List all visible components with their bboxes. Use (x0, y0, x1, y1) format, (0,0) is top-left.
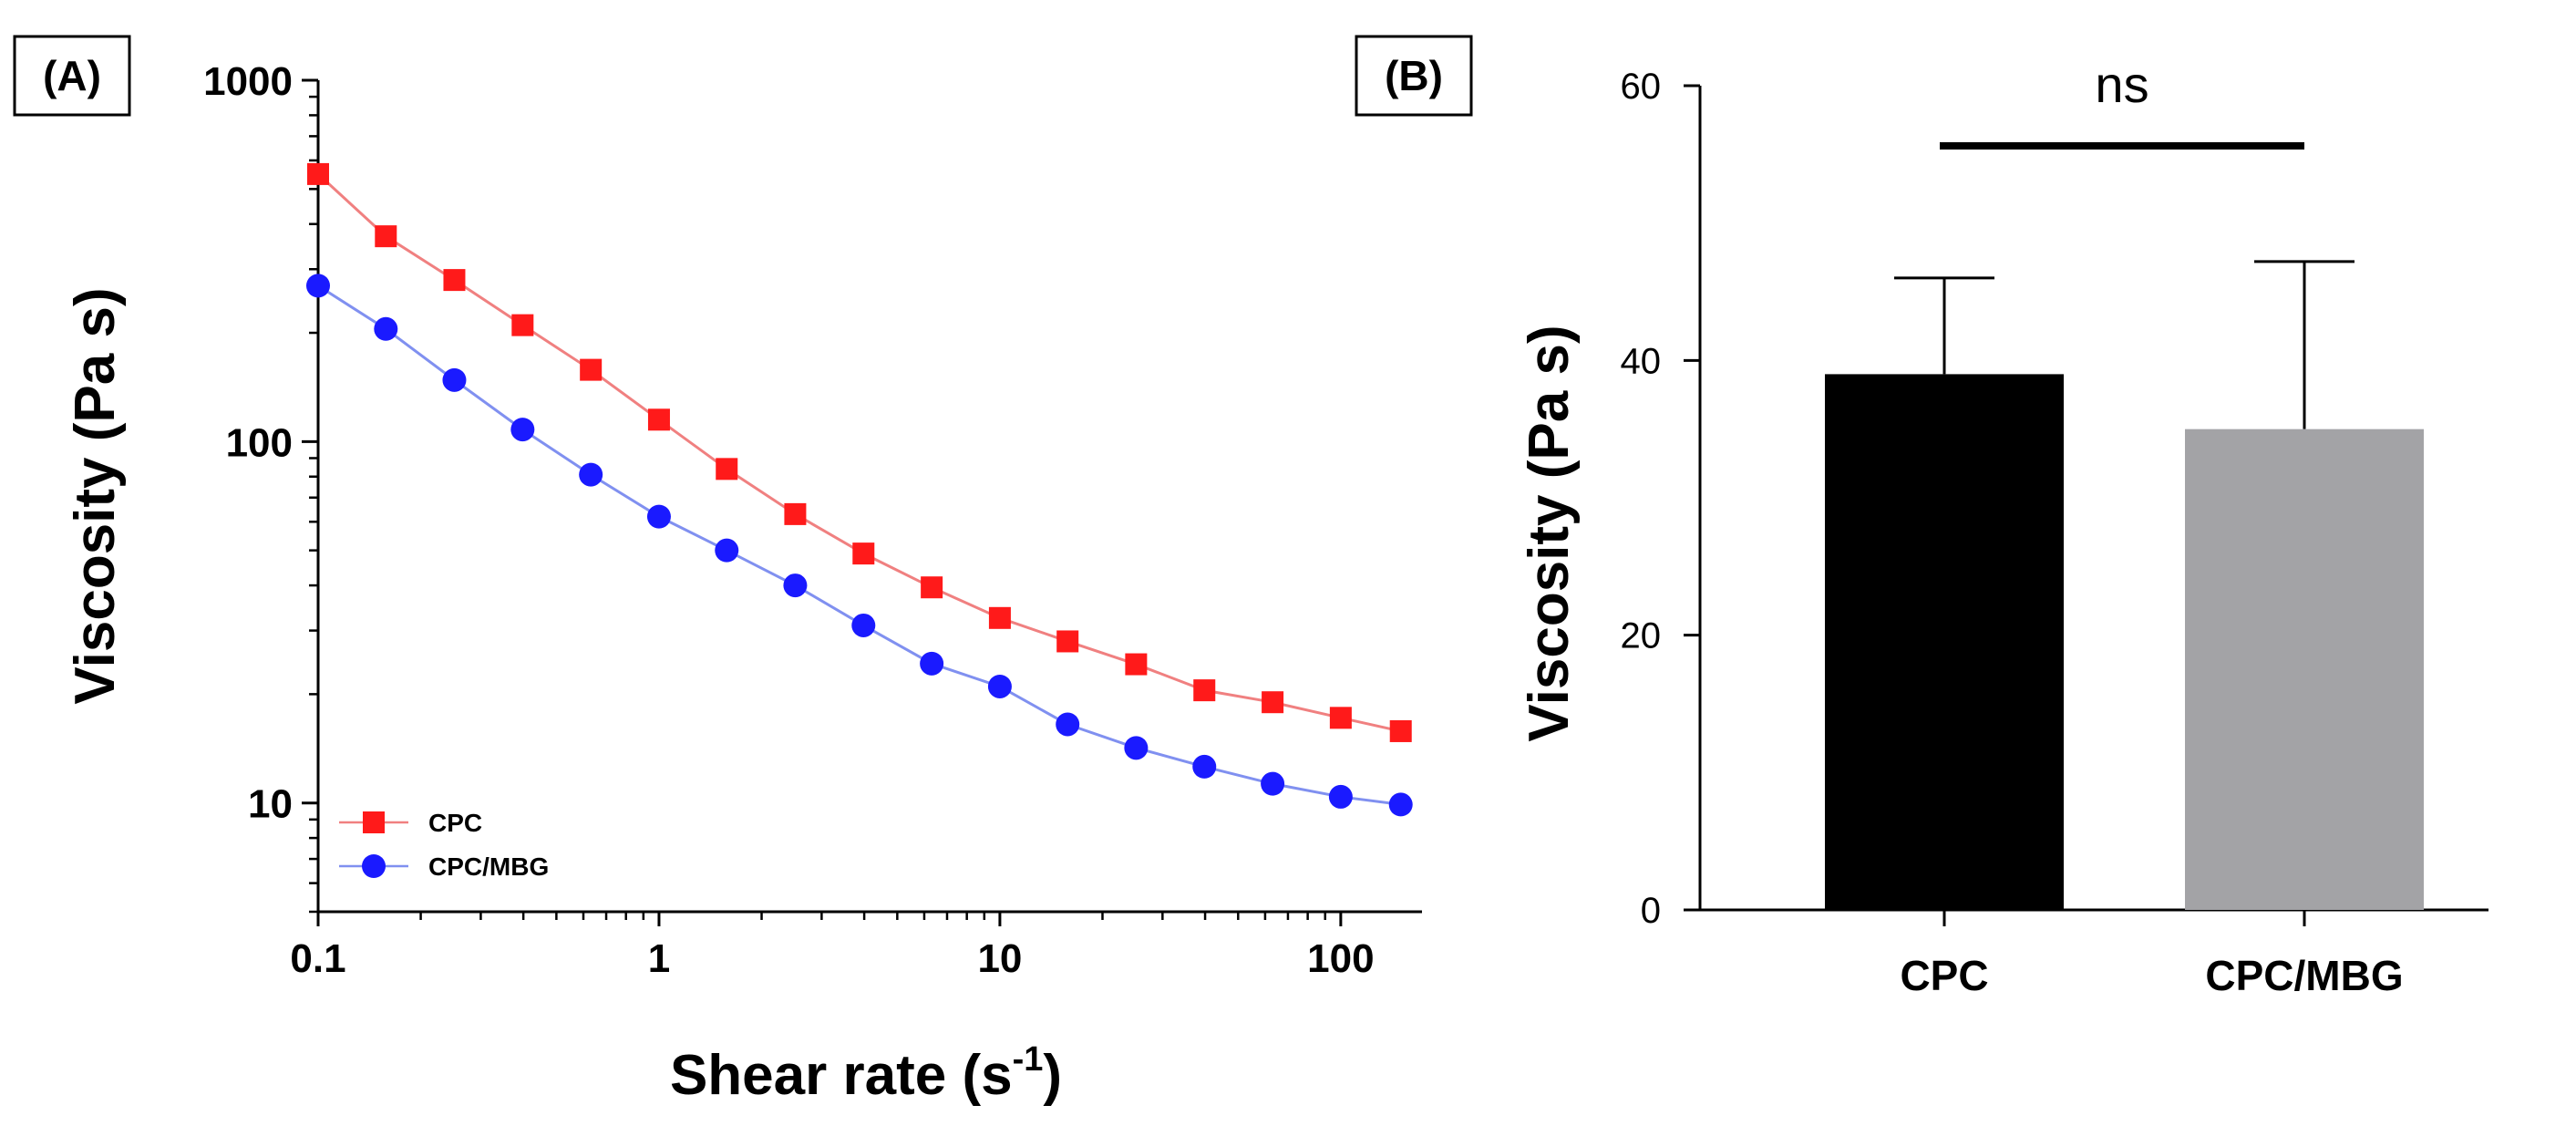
panel-a-y-tick-label: 100 (226, 420, 293, 465)
series-cpc-mbg-point (510, 418, 535, 442)
series-cpc-point (784, 502, 807, 525)
series-cpc-point (443, 269, 466, 292)
panel-b-y-ticks: 0 20 40 60 (1621, 67, 1700, 931)
series-cpc-point (1193, 679, 1216, 702)
panel-a-series (306, 162, 1413, 817)
series-cpc-point (647, 408, 670, 431)
series-cpc-point (1389, 719, 1412, 742)
series-cpc-point (1125, 653, 1148, 676)
series-cpc-mbg-point (1261, 771, 1285, 796)
series-cpc-mbg-point (442, 367, 467, 392)
series-cpc-mbg-point (374, 316, 398, 341)
panel-b-label: (B) (1385, 52, 1443, 99)
series-cpc-mbg-point (579, 462, 603, 487)
panel-b-category-label: CPC (1900, 952, 1988, 999)
legend-cpc-mbg-marker (362, 854, 386, 878)
series-cpc-mbg-point (1124, 736, 1149, 760)
legend-cpc-marker (363, 811, 385, 833)
series-cpc-point (1056, 630, 1079, 653)
panel-a-x-tick-label: 1 (648, 936, 670, 981)
significance-label: ns (2095, 56, 2148, 113)
panel-a-y-axis-title: Viscosity (Pa s) (64, 287, 127, 704)
series-cpc-point (511, 314, 534, 336)
panel-a-y-ticks: 10 100 1000 (203, 59, 318, 914)
panel-a-x-tick-label: 10 (977, 936, 1022, 981)
series-cpc-mbg-point (851, 613, 876, 637)
series-cpc-point (921, 576, 943, 599)
series-cpc-point (307, 162, 329, 185)
series-cpc-point (580, 358, 603, 381)
series-cpc-point (1329, 707, 1352, 729)
panel-a-label-box (13, 35, 131, 117)
series-cpc-point (716, 458, 738, 480)
bar-cpc (1825, 374, 2064, 910)
panel-b-significance: ns (1940, 56, 2304, 150)
series-cpc-mbg-point (1192, 754, 1217, 779)
bar-cpc-mbg (2185, 429, 2424, 911)
series-cpc-mbg-point (783, 573, 808, 598)
legend-cpc-mbg-label: CPC/MBG (428, 852, 549, 881)
panel-a-x-axis-title-close: ) (1043, 1044, 1062, 1107)
panel-b-label-box (1355, 35, 1473, 117)
series-cpc-point (1262, 691, 1284, 714)
panel-a-x-axis-title-sup: -1 (1013, 1040, 1044, 1079)
panel-a-x-tick-label: 100 (1307, 936, 1374, 981)
series-cpc-mbg-point (715, 538, 739, 563)
panel-a: (A) 0.1 1 10 100 10 100 1000 Viscosity (Pa s)… (13, 35, 1422, 1107)
series-cpc-mbg-point (920, 651, 944, 676)
series-cpc-point (375, 225, 397, 248)
panel-a-x-ticks: 0.1 1 10 100 (290, 912, 1375, 981)
panel-a-y-tick-label: 10 (248, 782, 293, 827)
panel-b-bars: CPC CPC/MBG (1825, 260, 2424, 999)
series-cpc-point (988, 606, 1011, 629)
panel-a-legend: CPC CPC/MBG (339, 809, 549, 881)
panel-b-category-label: CPC/MBG (2205, 952, 2403, 999)
panel-b-y-tick-label: 40 (1621, 341, 1662, 381)
panel-b: (B) 0 20 40 60 CPC CPC/MBG ns Viscosity (Pa … (1355, 35, 2488, 999)
series-cpc-mbg-point (1328, 784, 1353, 809)
panel-a-x-tick-label: 0.1 (290, 936, 345, 981)
series-cpc-point (852, 542, 875, 565)
panel-a-label: (A) (43, 52, 101, 99)
series-cpc-mbg-point (987, 674, 1012, 698)
panel-a-x-axis-title-main: Shear rate (s (670, 1044, 1013, 1107)
panel-b-y-axis-title: Viscosity (Pa s) (1518, 325, 1581, 741)
series-cpc-mbg-point (1388, 792, 1413, 817)
series-cpc-mbg-point (306, 274, 330, 298)
panel-b-y-tick-label: 20 (1621, 616, 1662, 656)
panel-a-x-axis-title: Shear rate (s-1) (670, 1040, 1062, 1107)
panel-a-y-tick-label: 1000 (203, 59, 293, 104)
series-cpc-mbg-point (1056, 712, 1080, 737)
panel-b-y-tick-label: 60 (1621, 67, 1662, 107)
series-cpc-line (316, 172, 1402, 733)
panel-b-y-tick-label: 0 (1641, 891, 1661, 931)
legend-cpc-label: CPC (428, 809, 482, 837)
series-cpc-mbg-point (646, 504, 671, 529)
